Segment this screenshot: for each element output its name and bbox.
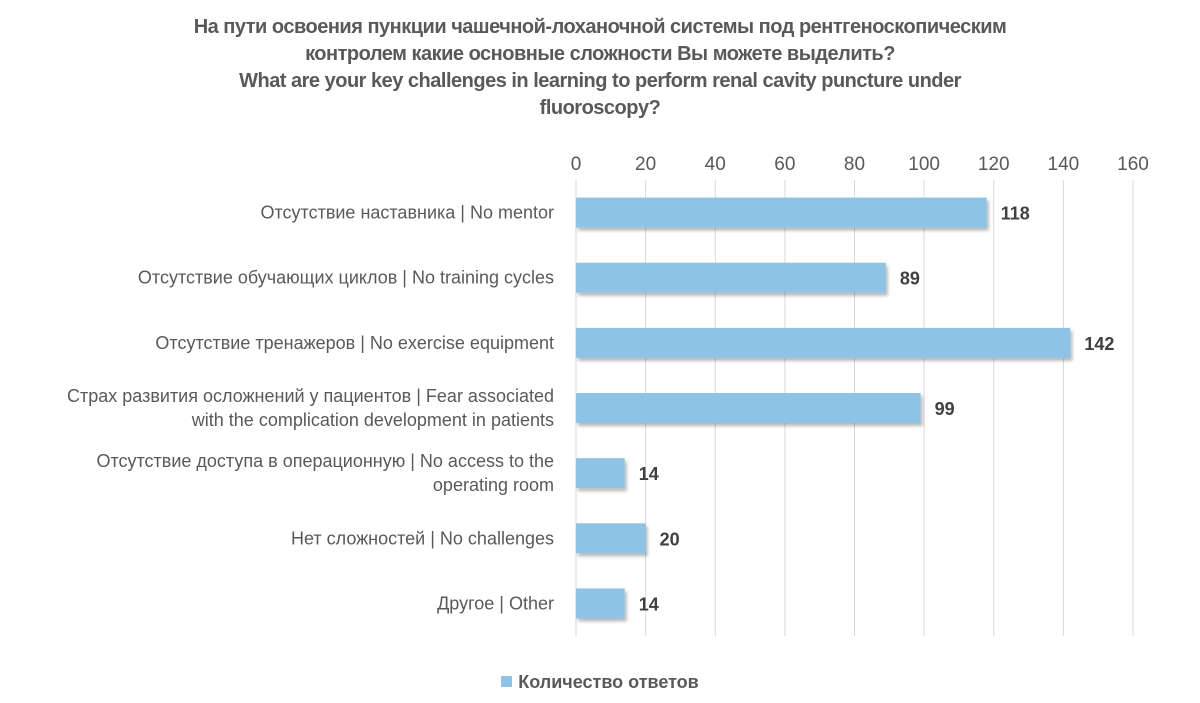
x-tick-label: 40 bbox=[705, 154, 726, 175]
bar bbox=[576, 197, 987, 228]
y-axis: Отсутствие наставника | No mentor Отсутст… bbox=[67, 203, 554, 614]
bar bbox=[576, 523, 646, 554]
legend-swatch bbox=[501, 676, 513, 687]
category-label: Страх развития осложнений у пациентов | … bbox=[67, 386, 554, 406]
chart-title: На пути освоения пункции чашечной-лохано… bbox=[0, 14, 1200, 122]
category-label: Отсутствие доступа в операционную | No a… bbox=[96, 451, 554, 471]
category-label: Нет сложностей | No challenges bbox=[291, 528, 554, 548]
category-label: with the complication development in pat… bbox=[191, 410, 554, 430]
data-label: 99 bbox=[935, 399, 955, 419]
x-tick-label: 140 bbox=[1048, 154, 1080, 175]
data-label: 89 bbox=[900, 269, 920, 289]
category-label: Отсутствие обучающих циклов | No trainin… bbox=[138, 268, 554, 288]
data-labels: 118 89 142 99 14 20 14 bbox=[639, 204, 1115, 615]
x-tick-label: 60 bbox=[774, 154, 795, 175]
chart-title-line: На пути освоения пункции чашечной-лохано… bbox=[193, 16, 1007, 38]
data-label: 14 bbox=[639, 594, 659, 614]
data-label: 20 bbox=[660, 529, 680, 549]
category-label: Отсутствие наставника | No mentor bbox=[260, 203, 554, 223]
x-tick-label: 160 bbox=[1117, 154, 1149, 175]
data-label: 118 bbox=[1001, 204, 1030, 224]
legend: Количество ответов bbox=[0, 672, 1200, 693]
bar bbox=[576, 393, 921, 423]
category-label: Другое | Other bbox=[437, 593, 554, 613]
x-tick-label: 80 bbox=[844, 154, 865, 175]
bar bbox=[576, 588, 625, 619]
category-label: Отсутствие тренажеров | No exercise equi… bbox=[155, 333, 554, 353]
chart-title-line: fluoroscopy? bbox=[539, 97, 661, 119]
bars bbox=[576, 197, 1071, 619]
bar bbox=[576, 327, 1071, 358]
bar bbox=[576, 262, 886, 293]
legend-label: Количество ответов bbox=[518, 672, 699, 692]
chart-title-line: What are your key challenges in learning… bbox=[239, 70, 961, 92]
data-label: 142 bbox=[1084, 334, 1114, 354]
x-tick-label: 20 bbox=[635, 154, 656, 175]
chart-title-line: контролем какие основные сложности Вы мо… bbox=[305, 43, 895, 65]
x-tick-label: 100 bbox=[908, 154, 940, 175]
bar bbox=[576, 458, 625, 489]
x-tick-label: 120 bbox=[978, 154, 1010, 175]
data-label: 14 bbox=[639, 464, 659, 484]
x-tick-label: 0 bbox=[571, 154, 582, 175]
category-label: operating room bbox=[433, 475, 554, 495]
x-axis: 0 20 40 60 80 100 120 140 160 bbox=[571, 154, 1149, 175]
